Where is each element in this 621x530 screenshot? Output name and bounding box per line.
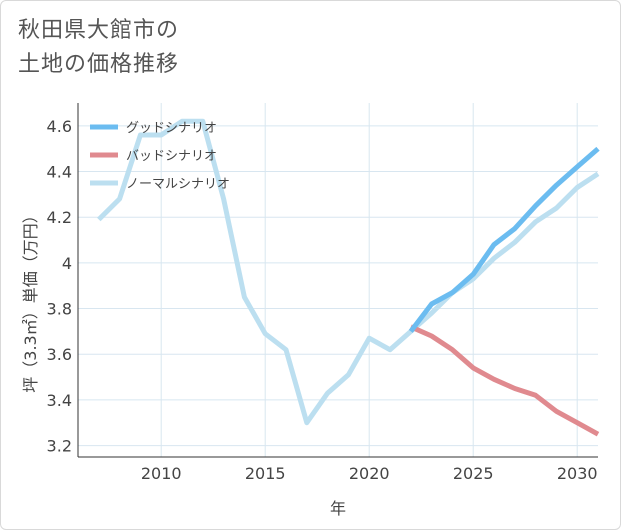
y-tick-label: 3.4 <box>47 391 72 410</box>
axis-frame <box>77 103 598 458</box>
y-axis-label: 坪（3.3㎡）単価（万円） <box>21 207 40 392</box>
y-tick-label: 4.2 <box>47 208 72 227</box>
title-line-2: 土地の価格推移 <box>18 52 180 77</box>
legend-label: バッドシナリオ <box>126 149 217 164</box>
x-tick-label: 2030 <box>557 464 598 483</box>
title-line-1: 秋田県大館市の <box>18 18 180 43</box>
x-tick-label: 2010 <box>141 464 182 483</box>
x-tick-label: 2020 <box>349 464 390 483</box>
x-tick-label: 2025 <box>453 464 494 483</box>
series-line-2 <box>97 118 600 426</box>
tick-labels: 2010 2015 2020 2025 2030 3.2 3.4 3.6 3.8 4 4.2 4.4 4… <box>47 117 598 483</box>
y-tick-label: 3.2 <box>47 437 72 456</box>
x-axis-label: 年 <box>330 499 346 518</box>
series-line-0 <box>408 146 600 333</box>
legend-label: ノーマルシナリオ <box>126 177 230 192</box>
legend-label: グッドシナリオ <box>126 121 217 136</box>
y-tick-label: 3.8 <box>47 300 72 319</box>
y-tick-label: 4 <box>62 254 72 273</box>
series-line-1 <box>409 324 600 437</box>
x-tick-label: 2015 <box>245 464 286 483</box>
y-tick-label: 4.6 <box>47 117 72 136</box>
series-layer <box>97 118 600 437</box>
page-title: 秋田県大館市の 土地の価格推移 <box>18 14 179 82</box>
y-tick-label: 4.4 <box>47 163 72 182</box>
y-tick-label: 3.6 <box>47 345 72 364</box>
